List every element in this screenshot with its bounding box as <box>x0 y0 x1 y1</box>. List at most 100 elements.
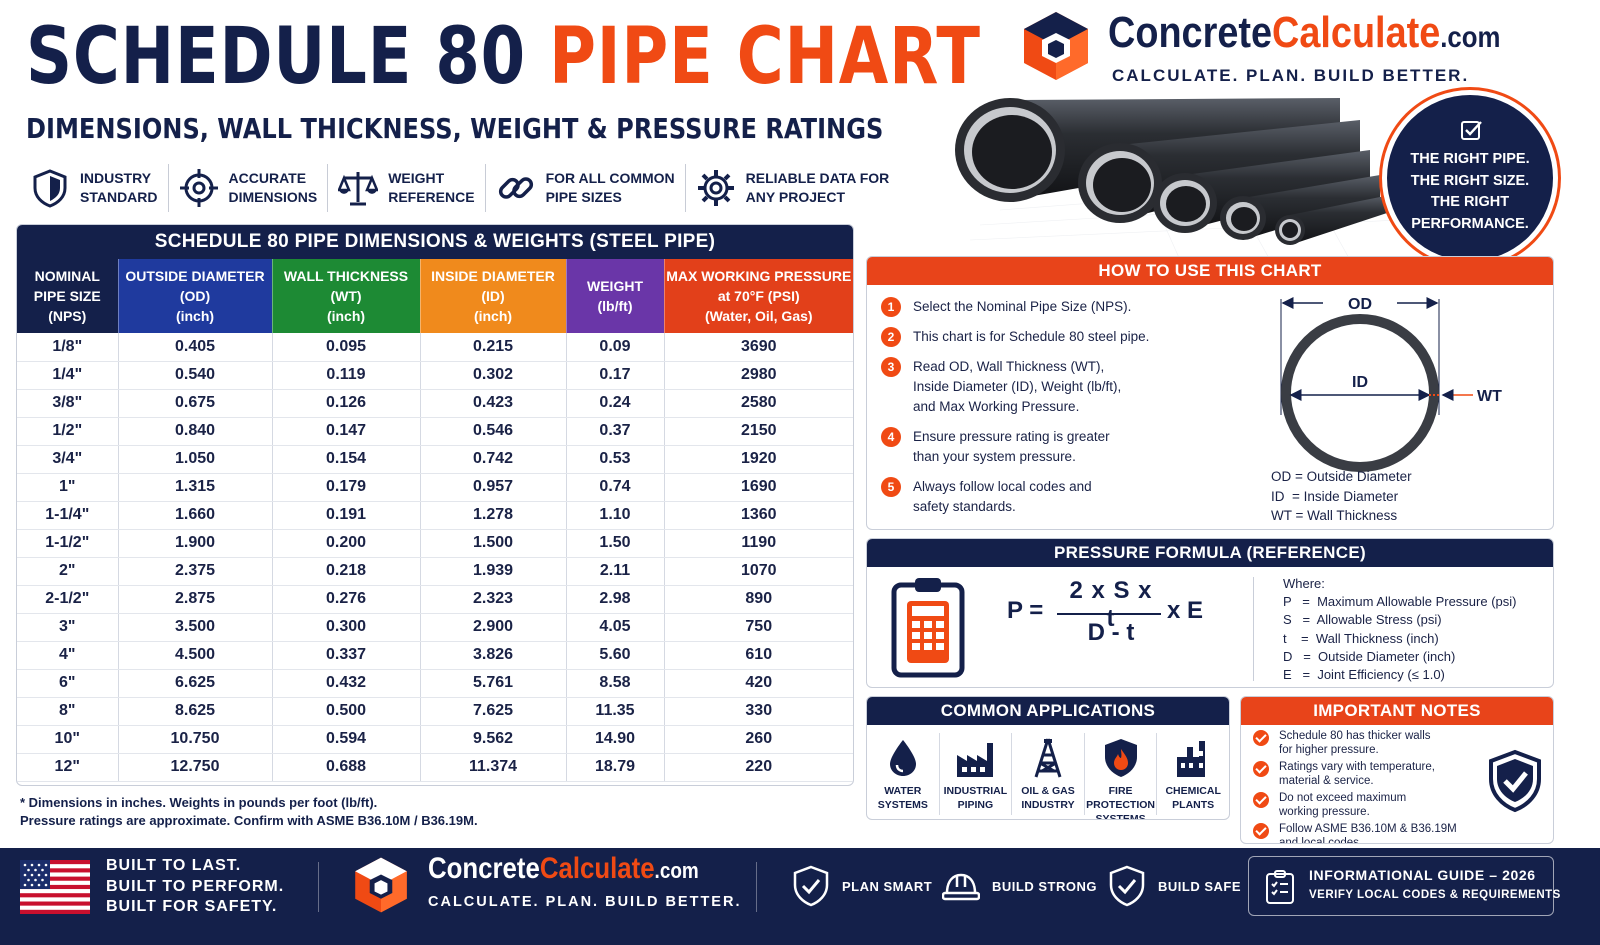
table-cell: 1.500 <box>420 529 567 558</box>
brand-logo-icon <box>1024 12 1088 80</box>
step-number: 3 <box>881 357 901 377</box>
table-cell: 0.147 <box>272 417 421 446</box>
table-cell: 8.625 <box>118 697 273 726</box>
footer-built-text: BUILT TO LAST. BUILT TO PERFORM. BUILT F… <box>106 857 285 915</box>
calculator-clipboard-icon <box>891 578 965 678</box>
shield-check-icon <box>793 865 829 907</box>
table-cell: 1690 <box>664 473 853 502</box>
pipes-illustration <box>955 98 1400 260</box>
table-footnote: * Dimensions in inches. Weights in pound… <box>20 795 478 828</box>
note-text: Do not exceed maximum working pressure. <box>1279 792 1407 818</box>
shield-check-icon <box>1109 865 1145 907</box>
table-cell: 0.191 <box>272 501 421 530</box>
table-cell: 4.500 <box>118 641 273 670</box>
application-label: WATER SYSTEMS <box>877 785 928 811</box>
table-cell: 1" <box>17 473 119 502</box>
table-row: 2-1/2" 2.875 0.276 2.323 2.98 890 <box>17 585 853 614</box>
formula-title: PRESSURE FORMULA (REFERENCE) <box>867 539 1553 567</box>
table-cell: 4" <box>17 641 119 670</box>
table-row: 1" 1.315 0.179 0.957 0.74 1690 <box>17 473 853 502</box>
feature-reliable-data: RELIABLE DATA FOR ANY PROJECT <box>686 164 900 212</box>
table-cell: 0.24 <box>566 389 665 418</box>
application-label: CHEMICAL PLANTS <box>1165 785 1221 811</box>
clipboard-checklist-icon <box>1266 870 1294 904</box>
table-cell: 2.11 <box>566 557 665 586</box>
table-cell: 10" <box>17 725 119 754</box>
notes-title: IMPORTANT NOTES <box>1241 697 1553 725</box>
footer-item-label: BUILD SAFE <box>1158 878 1241 894</box>
title-part1: SCHEDULE 80 <box>26 12 526 102</box>
notes-list: Schedule 80 has thicker walls for higher… <box>1253 729 1479 844</box>
column-header: WALL THICKNESS (WT) (inch) <box>272 259 421 333</box>
step-number: 1 <box>881 297 901 317</box>
table-row: 2" 2.375 0.218 1.939 2.11 1070 <box>17 557 853 586</box>
factory-icon <box>957 743 994 777</box>
column-header: NOMINAL PIPE SIZE (NPS) <box>17 259 119 333</box>
footer-info-line2: VERIFY LOCAL CODES & REQUIREMENTS <box>1309 889 1561 901</box>
table-cell: 6" <box>17 669 119 698</box>
badge-text: THE RIGHT PIPE. THE RIGHT SIZE. THE RIGH… <box>1410 151 1530 232</box>
step-text: This chart is for Schedule 80 steel pipe… <box>913 329 1150 344</box>
feature-label: ACCURATE DIMENSIONS <box>228 170 318 205</box>
note-item: Do not exceed maximum working pressure. <box>1253 791 1479 819</box>
page-subtitle: DIMENSIONS, WALL THICKNESS, WEIGHT & PRE… <box>26 112 884 145</box>
table-cell: 0.215 <box>420 333 567 362</box>
pressure-formula-panel: PRESSURE FORMULA (REFERENCE) P = 2 x S x… <box>866 538 1554 688</box>
feature-label: FOR ALL COMMON PIPE SIZES <box>545 170 675 205</box>
table-cell: 1.10 <box>566 501 665 530</box>
table-cell: 1.315 <box>118 473 273 502</box>
table-cell: 610 <box>664 641 853 670</box>
chemical-plant-icon <box>1177 741 1206 777</box>
table-cell: 2980 <box>664 361 853 390</box>
formula-variables: Where: P = Maximum Allowable Pressure (p… <box>1283 576 1517 683</box>
table-cell: 1.939 <box>420 557 567 586</box>
table-cell: 0.53 <box>566 445 665 474</box>
table-cell: 0.200 <box>272 529 421 558</box>
formula-fraction-bar <box>1057 613 1161 615</box>
table-cell: 3690 <box>664 333 853 362</box>
application-label: OIL & GAS INDUSTRY <box>1021 785 1075 811</box>
column-header: INSIDE DIAMETER (ID) (inch) <box>420 259 567 333</box>
table-cell: 1/2" <box>17 417 119 446</box>
table-cell: 14.90 <box>566 725 665 754</box>
gear-icon <box>697 170 734 206</box>
step-number: 5 <box>881 477 901 497</box>
table-cell: 1.900 <box>118 529 273 558</box>
scale-icon <box>338 172 379 206</box>
how-to-steps: 1 Select the Nominal Pipe Size (NPS). 2 Th… <box>881 297 1261 527</box>
footer-brand-part1: Concrete <box>428 852 540 885</box>
application-water: WATER SYSTEMS <box>867 733 940 815</box>
table-row: 3/4" 1.050 0.154 0.742 0.53 1920 <box>17 445 853 474</box>
table-cell: 0.09 <box>566 333 665 362</box>
application-label: FIRE PROTECTION SYSTEMS <box>1086 785 1155 820</box>
water-drop-icon <box>889 740 916 776</box>
footer-divider <box>756 862 757 912</box>
important-notes-panel: IMPORTANT NOTES Schedule 80 has thicker … <box>1240 696 1554 844</box>
table-cell: 0.840 <box>118 417 273 446</box>
table-cell: 3.500 <box>118 613 273 642</box>
table-cell: 1.278 <box>420 501 567 530</box>
table-cell: 0.276 <box>272 585 421 614</box>
table-row: 1/2" 0.840 0.147 0.546 0.37 2150 <box>17 417 853 446</box>
table-cell: 12.750 <box>118 753 273 782</box>
table-cell: 0.500 <box>272 697 421 726</box>
table-cell: 0.154 <box>272 445 421 474</box>
footer-tagline: CALCULATE. PLAN. BUILD BETTER. <box>428 894 742 910</box>
table-cell: 6.625 <box>118 669 273 698</box>
table-cell: 2580 <box>664 389 853 418</box>
note-text: Ratings vary with temperature, material … <box>1279 761 1435 787</box>
column-header: WEIGHT (lb/ft) <box>566 259 665 333</box>
table-cell: 0.302 <box>420 361 567 390</box>
table-cell: 420 <box>664 669 853 698</box>
step-text: Select the Nominal Pipe Size (NPS). <box>913 299 1132 314</box>
step-item: 4 Ensure pressure rating is greater than … <box>881 427 1261 467</box>
brand-tagline: CALCULATE. PLAN. BUILD BETTER. <box>1112 66 1470 85</box>
feature-label: INDUSTRY STANDARD <box>80 170 158 205</box>
application-label: INDUSTRIAL PIPING <box>943 785 1008 811</box>
table-cell: 2.375 <box>118 557 273 586</box>
brand-name-part1: Concrete <box>1108 8 1273 57</box>
table-row: 1/8" 0.405 0.095 0.215 0.09 3690 <box>17 333 853 362</box>
how-to-panel: HOW TO USE THIS CHART 1 Select the Nomina… <box>866 256 1554 530</box>
diagram-id-label: ID <box>1352 374 1368 391</box>
note-text: Follow ASME B36.10M & B36.19M and local … <box>1279 823 1457 844</box>
